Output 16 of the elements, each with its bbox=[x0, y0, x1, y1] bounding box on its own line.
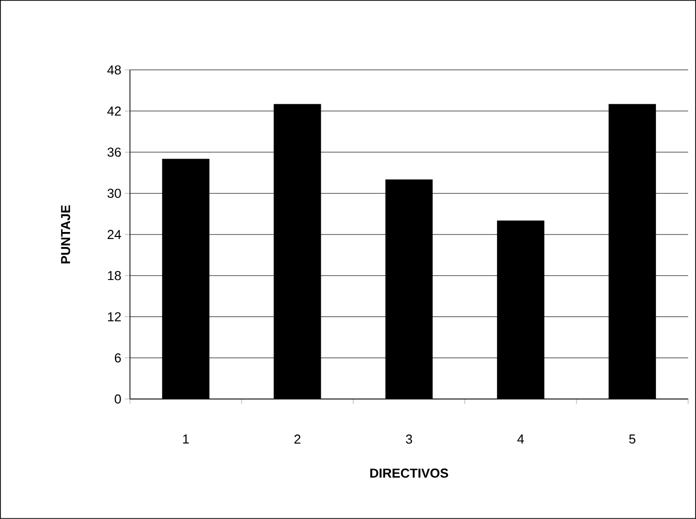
y-tick-label: 36 bbox=[108, 148, 121, 157]
y-tick-label: 0 bbox=[114, 394, 121, 404]
y-tick-label: 48 bbox=[107, 65, 121, 75]
y-axis-title: PUNTAJE bbox=[61, 205, 70, 264]
x-tick-label: 5 bbox=[629, 434, 636, 444]
x-tick-label: 4 bbox=[517, 434, 524, 444]
x-tick-label: 1 bbox=[183, 434, 189, 444]
y-tick-label: 30 bbox=[108, 188, 121, 198]
x-tick-label: 2 bbox=[294, 434, 300, 444]
y-tick-label: 6 bbox=[114, 353, 121, 362]
y-tick-label: 18 bbox=[108, 271, 121, 280]
y-tick-label: 42 bbox=[107, 106, 121, 116]
x-tick-label: 3 bbox=[406, 434, 412, 444]
x-axis-title: DIRECTIVOS bbox=[370, 468, 448, 478]
y-tick-label: 12 bbox=[108, 312, 121, 322]
y-tick-label: 24 bbox=[108, 230, 122, 240]
